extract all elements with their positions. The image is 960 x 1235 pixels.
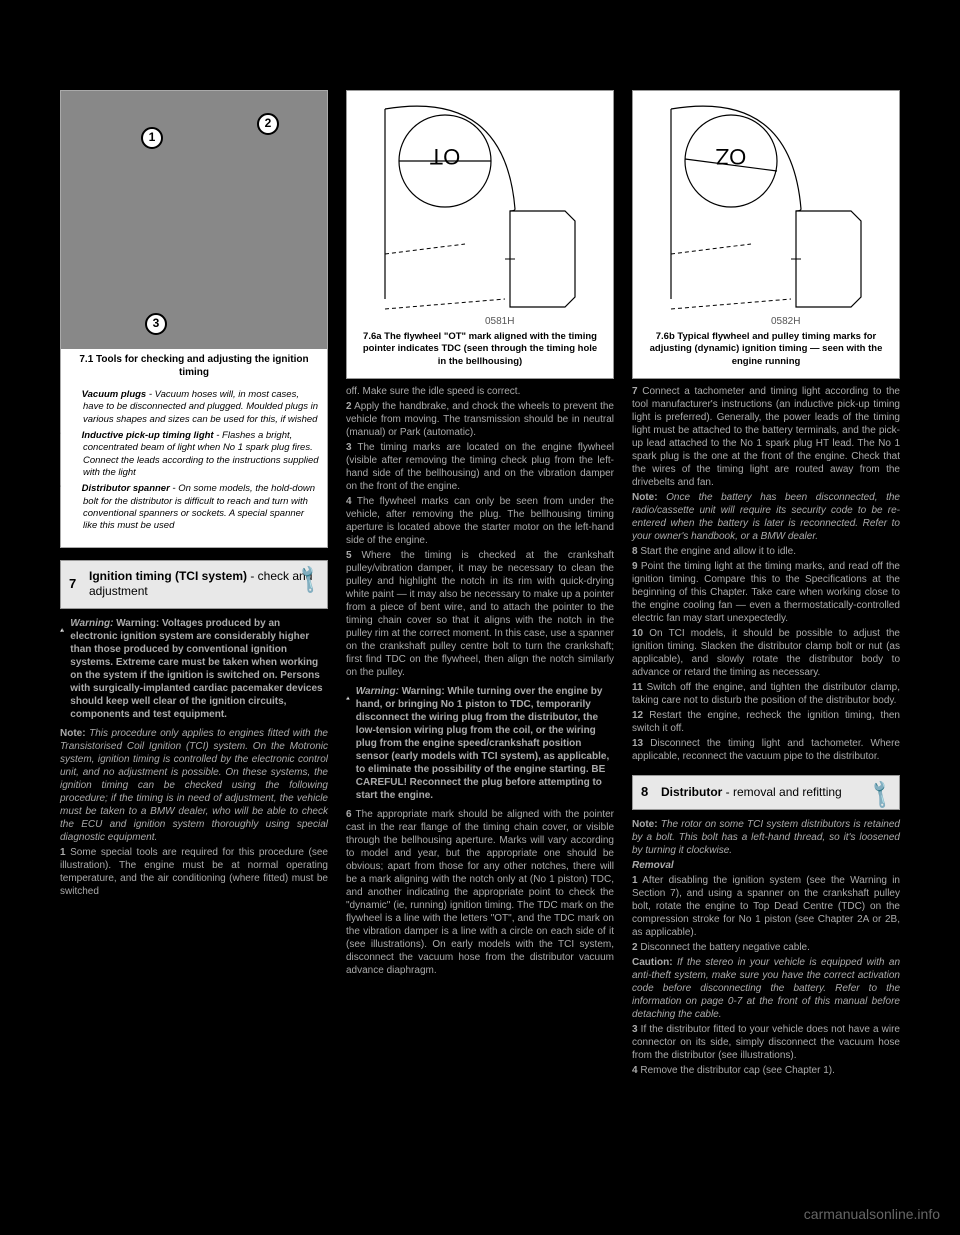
wrench-icon: 🔧 (863, 777, 898, 813)
warning-1-text: Warning: Warning: Voltages produced by a… (70, 617, 328, 721)
section-8-title: Distributor - removal and refitting (661, 785, 891, 801)
figure-7-6b: OZ 0582H 7.6b Typical flywheel and pulle… (632, 90, 900, 379)
warning-1: ! Warning: Warning: Voltages produced by… (60, 617, 328, 721)
warning-2-text: Warning: Warning: While turning over the… (356, 685, 614, 802)
diagram-7-6b-svg: OZ 0582H (661, 99, 871, 329)
svg-text:OT: OT (430, 144, 461, 169)
figure-7-6b-caption: 7.6b Typical flywheel and pulley timing … (641, 329, 891, 370)
svg-text:0581H: 0581H (485, 316, 514, 327)
para-1: 1 Some special tools are required for th… (60, 846, 328, 898)
removal-section: Removal 1 After disabling the ignition s… (632, 859, 900, 1077)
col3-body: 7 Connect a tachometer and timing light … (632, 385, 900, 763)
note-2: Note: The rotor on some TCI system distr… (632, 818, 900, 857)
watermark: carmanualsonline.info (804, 1205, 940, 1223)
figure-7-1: 1 2 3 7.1 Tools for checking and adjusti… (60, 90, 328, 548)
warning-icon: ! (60, 617, 64, 643)
callout-3: 3 (145, 313, 167, 335)
section-7-header: 7 Ignition timing (TCI system) - check a… (60, 560, 328, 609)
warning-icon: ! (346, 685, 350, 711)
note-1: Note: This procedure only applies to eng… (60, 727, 328, 844)
figure-7-1-image: 1 2 3 (61, 91, 327, 349)
diagram-7-6a-svg: OT 0581H (375, 99, 585, 329)
svg-text:0582H: 0582H (771, 316, 800, 327)
figure-7-1-legend: 1 Vacuum plugs - Vacuum hoses will, in m… (61, 383, 327, 547)
section-8-header: 8 Distributor - removal and refitting 🔧 (632, 775, 900, 810)
figure-7-1-caption: 7.1 Tools for checking and adjusting the… (61, 349, 327, 383)
section-7-number: 7 (69, 576, 89, 593)
col2-body: off. Make sure the idle speed is correct… (346, 385, 614, 679)
warning-2: ! Warning: Warning: While turning over t… (346, 685, 614, 802)
callout-1: 1 (141, 127, 163, 149)
section-8-number: 8 (641, 784, 661, 801)
col2-after: 6 The appropriate mark should be aligned… (346, 808, 614, 977)
section-7-title: Ignition timing (TCI system) - check and… (89, 569, 319, 600)
figure-7-6a: OT 0581H 7.6a The flywheel "OT" mark ali… (346, 90, 614, 379)
svg-text:OZ: OZ (716, 144, 747, 169)
figure-7-6a-caption: 7.6a The flywheel "OT" mark aligned with… (355, 329, 605, 370)
callout-2: 2 (257, 113, 279, 135)
